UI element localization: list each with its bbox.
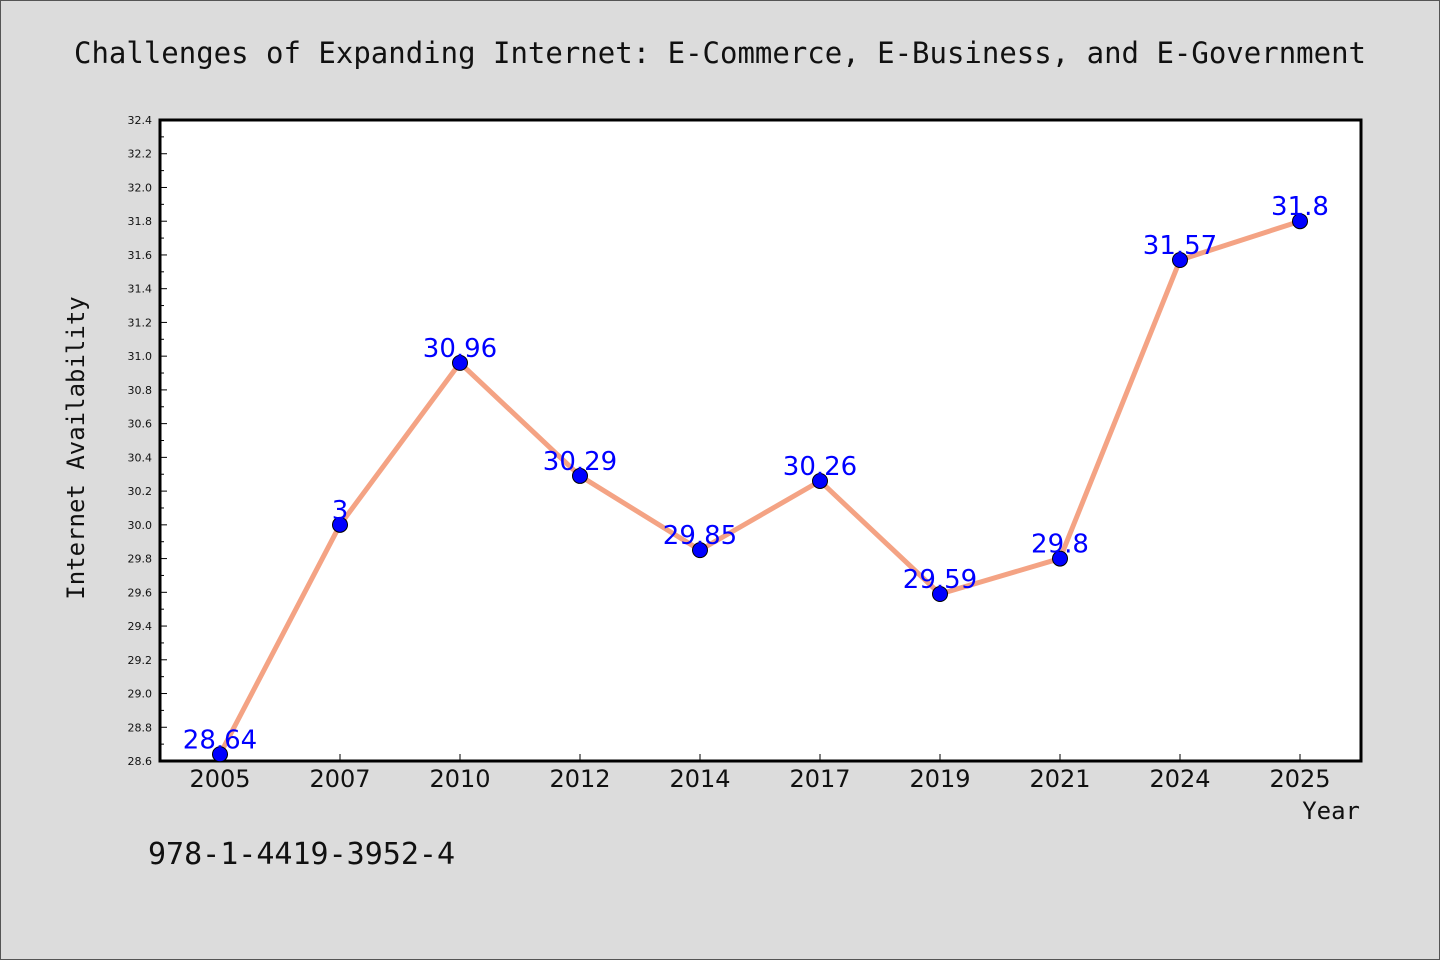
x-tick-label: 2007 <box>309 765 370 793</box>
x-tick-label: 2012 <box>549 765 610 793</box>
y-tick-label: 29.6 <box>128 586 153 599</box>
data-label: 31.57 <box>1143 231 1217 261</box>
chart-title: Challenges of Expanding Internet: E-Comm… <box>74 36 1366 70</box>
y-tick-label: 32.0 <box>128 181 153 194</box>
data-label: 29.59 <box>903 565 977 595</box>
data-point <box>332 516 348 533</box>
y-tick-label: 29.0 <box>128 688 153 701</box>
data-label: 30.26 <box>783 452 857 482</box>
y-tick-label: 30.0 <box>128 519 153 532</box>
x-tick-label: 2021 <box>1029 765 1090 793</box>
y-tick-label: 31.4 <box>128 283 153 296</box>
y-tick-label: 32.2 <box>128 148 153 161</box>
data-point <box>1292 213 1308 230</box>
y-axis: 28.6 28.8 29.0 29.2 29.4 29.6 29.8 30.0 30.2 30.4… <box>128 114 167 768</box>
x-tick-label: 2010 <box>429 765 490 793</box>
y-tick-label: 30.6 <box>128 418 153 431</box>
y-tick-label: 28.6 <box>128 755 153 768</box>
y-tick-label: 32.4 <box>128 114 153 127</box>
x-axis-label: Year <box>1302 797 1360 825</box>
y-tick-label: 29.4 <box>128 620 153 633</box>
x-tick-label: 2005 <box>189 765 250 793</box>
y-tick-label: 31.6 <box>128 249 153 262</box>
data-point <box>572 467 588 484</box>
series-line <box>217 218 1301 756</box>
x-tick-label: 2017 <box>789 765 850 793</box>
series-line-group <box>217 218 1301 756</box>
data-point <box>1052 550 1068 567</box>
data-point <box>812 472 828 489</box>
data-point <box>932 586 948 603</box>
data-label: 29.85 <box>663 521 737 551</box>
x-tick-label: 2019 <box>909 765 970 793</box>
data-label: 30.29 <box>543 447 617 477</box>
x-tick-label: 2014 <box>669 765 730 793</box>
x-tick-label: 2024 <box>1149 765 1210 793</box>
data-label: 28.64 <box>183 725 257 755</box>
data-point <box>452 354 468 371</box>
markers-group <box>212 213 1308 763</box>
y-tick-label: 29.8 <box>128 553 153 566</box>
y-axis-label: Internet Availability <box>62 296 90 599</box>
data-point <box>692 542 708 559</box>
data-label: 31.8 <box>1271 192 1329 222</box>
y-tick-label: 30.8 <box>128 384 153 397</box>
data-labels-group: 28.64 3 30.96 30.29 29.85 30.26 29.59 29.8 31.57… <box>183 192 1329 755</box>
isbn-text: 978-1-4419-3952-4 <box>148 837 455 872</box>
plot-area <box>158 118 1363 763</box>
data-label: 3 <box>332 496 349 526</box>
data-point <box>1172 252 1188 269</box>
data-label: 30.96 <box>423 334 497 364</box>
y-tick-label: 30.2 <box>128 485 153 498</box>
y-tick-label: 31.8 <box>128 215 153 228</box>
y-tick-label: 30.4 <box>128 451 153 464</box>
x-tick-label: 2025 <box>1269 765 1330 793</box>
y-tick-label: 31.2 <box>128 316 153 329</box>
y-tick-label: 28.8 <box>128 721 153 734</box>
data-label: 29.8 <box>1031 530 1089 560</box>
data-point <box>212 746 228 763</box>
y-tick-label: 29.2 <box>128 654 153 667</box>
y-tick-label: 31.0 <box>128 350 153 363</box>
x-axis: 2005 2007 2010 2012 2014 2017 2019 2021 2024 2025 <box>189 754 1331 793</box>
